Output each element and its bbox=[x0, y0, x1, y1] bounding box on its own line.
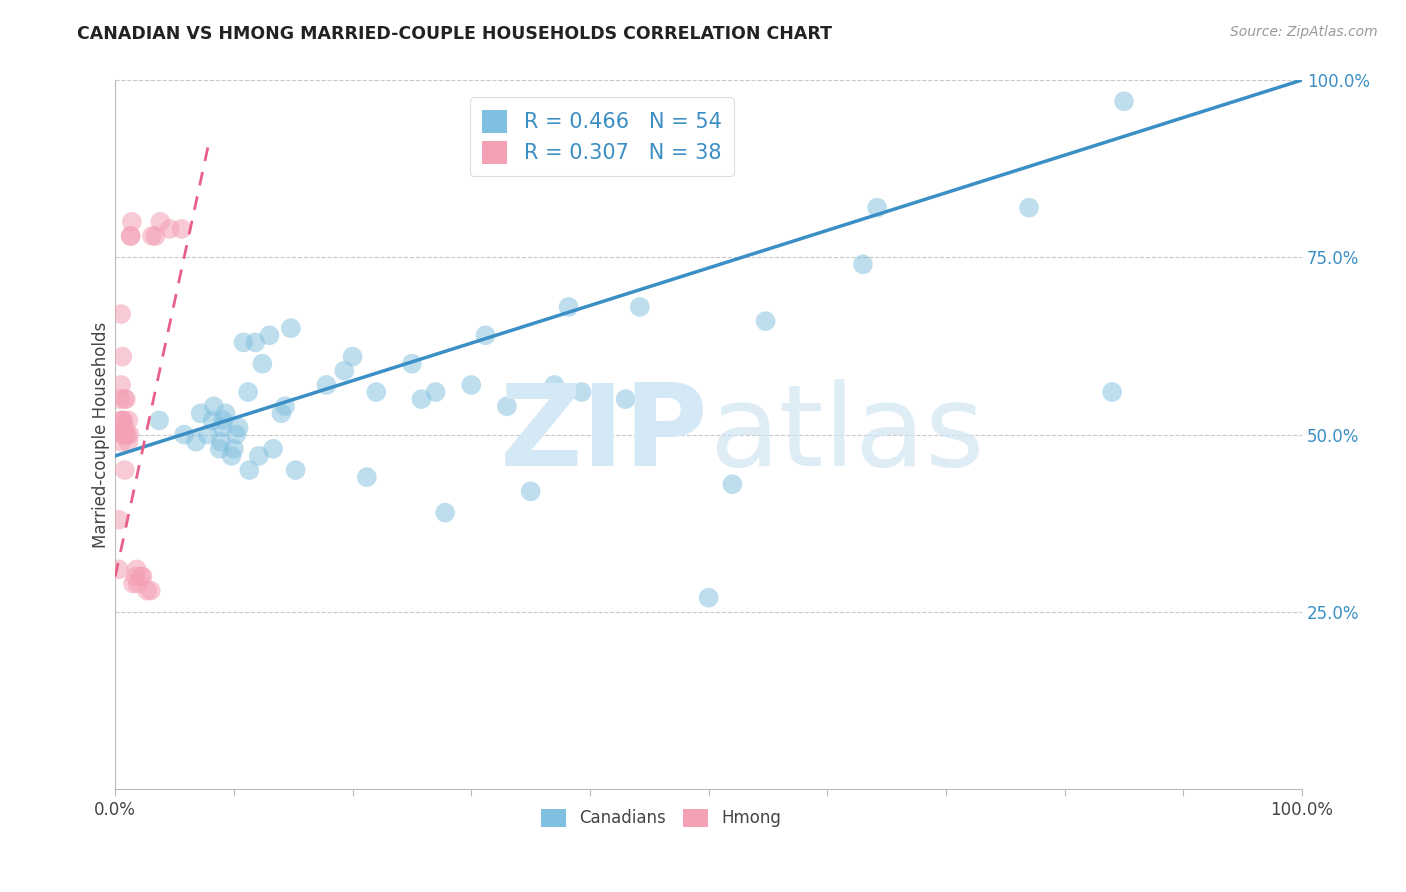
Point bbox=[315, 378, 337, 392]
Point bbox=[425, 385, 447, 400]
Point bbox=[112, 427, 135, 442]
Point bbox=[274, 399, 297, 413]
Point bbox=[1018, 201, 1040, 215]
Point bbox=[209, 434, 232, 449]
Point bbox=[252, 357, 274, 371]
Point bbox=[108, 420, 131, 434]
Point bbox=[131, 569, 153, 583]
Point bbox=[236, 385, 259, 400]
Point bbox=[228, 420, 250, 434]
Point bbox=[111, 427, 134, 442]
Point bbox=[107, 562, 129, 576]
Point bbox=[208, 442, 231, 456]
Point bbox=[148, 413, 170, 427]
Point bbox=[571, 385, 593, 400]
Point bbox=[721, 477, 744, 491]
Point bbox=[173, 427, 195, 442]
Point bbox=[121, 215, 143, 229]
Point bbox=[114, 420, 136, 434]
Y-axis label: Married-couple Households: Married-couple Households bbox=[93, 321, 110, 548]
Point bbox=[866, 201, 889, 215]
Point bbox=[543, 378, 565, 392]
Point bbox=[221, 449, 243, 463]
Point bbox=[159, 222, 181, 236]
Point bbox=[557, 300, 579, 314]
Point bbox=[1101, 385, 1123, 400]
Point bbox=[245, 335, 267, 350]
Point bbox=[190, 406, 212, 420]
Point bbox=[474, 328, 496, 343]
Point bbox=[232, 335, 254, 350]
Point bbox=[120, 229, 142, 244]
Point bbox=[460, 378, 482, 392]
Point bbox=[411, 392, 433, 406]
Point bbox=[259, 328, 281, 343]
Point bbox=[120, 229, 142, 244]
Point bbox=[262, 442, 284, 456]
Point bbox=[356, 470, 378, 484]
Text: ZIP: ZIP bbox=[501, 379, 709, 490]
Point bbox=[114, 463, 136, 477]
Point bbox=[125, 562, 148, 576]
Point bbox=[112, 413, 135, 427]
Point bbox=[1112, 95, 1135, 109]
Text: Source: ZipAtlas.com: Source: ZipAtlas.com bbox=[1230, 25, 1378, 39]
Point bbox=[496, 399, 519, 413]
Point bbox=[149, 215, 172, 229]
Point bbox=[614, 392, 637, 406]
Point bbox=[628, 300, 651, 314]
Point bbox=[270, 406, 292, 420]
Point bbox=[247, 449, 270, 463]
Point bbox=[115, 427, 138, 442]
Point bbox=[401, 357, 423, 371]
Point bbox=[110, 307, 132, 321]
Point bbox=[280, 321, 302, 335]
Point bbox=[366, 385, 388, 400]
Point bbox=[197, 427, 219, 442]
Point bbox=[108, 392, 131, 406]
Point bbox=[434, 506, 457, 520]
Text: CANADIAN VS HMONG MARRIED-COUPLE HOUSEHOLDS CORRELATION CHART: CANADIAN VS HMONG MARRIED-COUPLE HOUSEHO… bbox=[77, 25, 832, 43]
Point bbox=[139, 583, 162, 598]
Text: atlas: atlas bbox=[709, 379, 984, 490]
Point bbox=[333, 364, 356, 378]
Point bbox=[118, 427, 141, 442]
Point bbox=[211, 420, 233, 434]
Point bbox=[110, 378, 132, 392]
Point bbox=[111, 413, 134, 427]
Point bbox=[131, 569, 153, 583]
Point bbox=[117, 434, 139, 449]
Point bbox=[214, 406, 236, 420]
Point bbox=[212, 413, 235, 427]
Point bbox=[145, 229, 167, 244]
Point bbox=[122, 576, 145, 591]
Point bbox=[222, 442, 245, 456]
Point bbox=[201, 413, 224, 427]
Point bbox=[755, 314, 778, 328]
Point bbox=[852, 257, 875, 271]
Legend: Canadians, Hmong: Canadians, Hmong bbox=[534, 802, 787, 834]
Point bbox=[110, 434, 132, 449]
Point bbox=[117, 413, 139, 427]
Point bbox=[284, 463, 307, 477]
Point bbox=[170, 222, 193, 236]
Point bbox=[184, 434, 207, 449]
Point bbox=[697, 591, 720, 605]
Point bbox=[114, 392, 136, 406]
Point bbox=[519, 484, 541, 499]
Point bbox=[115, 427, 138, 442]
Point bbox=[107, 513, 129, 527]
Point bbox=[342, 350, 364, 364]
Point bbox=[115, 392, 138, 406]
Point bbox=[111, 350, 134, 364]
Point bbox=[225, 427, 247, 442]
Point bbox=[238, 463, 260, 477]
Point bbox=[202, 399, 225, 413]
Point bbox=[141, 229, 163, 244]
Point bbox=[124, 569, 146, 583]
Point bbox=[127, 576, 149, 591]
Point bbox=[136, 583, 159, 598]
Point bbox=[110, 413, 132, 427]
